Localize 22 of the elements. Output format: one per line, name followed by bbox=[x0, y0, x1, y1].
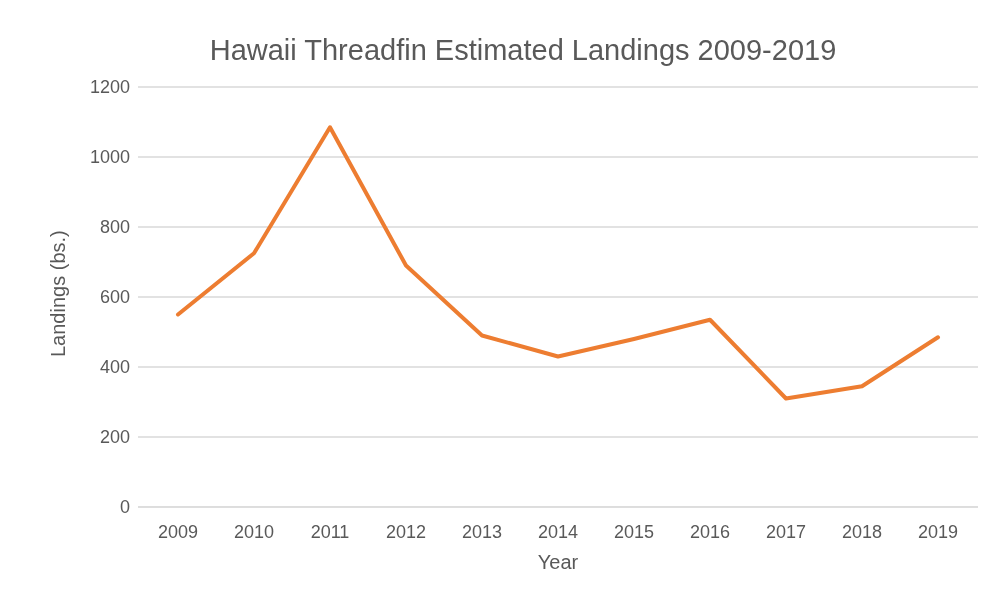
x-tick-label: 2012 bbox=[385, 521, 427, 542]
y-tick-label: 600 bbox=[99, 287, 130, 308]
x-tick-label: 2017 bbox=[765, 521, 807, 542]
x-tick-label: 2011 bbox=[310, 521, 350, 542]
y-axis-title: Landings (bs.) bbox=[47, 230, 70, 357]
y-tick-label: 800 bbox=[99, 217, 130, 238]
x-tick-label: 2016 bbox=[689, 521, 731, 542]
chart-title: Hawaii Threadfin Estimated Landings 2009-2019 bbox=[208, 33, 838, 67]
x-axis-title: Year bbox=[537, 551, 579, 573]
y-tick-label: 0 bbox=[119, 497, 130, 518]
y-tick-label: 200 bbox=[99, 427, 130, 448]
y-tick-label: 1000 bbox=[89, 147, 130, 168]
x-tick-label: 2018 bbox=[841, 521, 883, 542]
x-tick-label: 2015 bbox=[613, 521, 655, 542]
x-tick-label: 2019 bbox=[917, 521, 959, 542]
x-tick-label: 2010 bbox=[233, 521, 275, 542]
y-tick-label: 400 bbox=[99, 357, 130, 378]
line-series bbox=[176, 125, 940, 401]
x-tick-label: 2009 bbox=[157, 521, 199, 542]
y-tick-label: 1200 bbox=[89, 77, 130, 98]
x-tick-label: 2014 bbox=[537, 521, 579, 542]
x-tick-label: 2013 bbox=[461, 521, 503, 542]
